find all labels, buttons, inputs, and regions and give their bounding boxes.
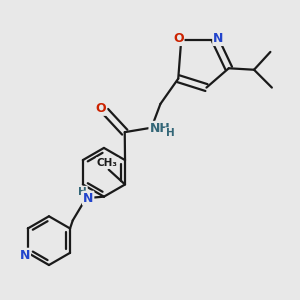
Text: CH₃: CH₃ xyxy=(97,158,118,168)
Text: N: N xyxy=(20,249,30,262)
Text: H: H xyxy=(166,128,174,138)
Text: O: O xyxy=(173,32,184,45)
Text: NH: NH xyxy=(149,122,170,135)
Text: O: O xyxy=(96,102,106,115)
Text: N: N xyxy=(83,192,93,205)
Text: N: N xyxy=(213,32,224,45)
Text: H: H xyxy=(78,187,87,196)
